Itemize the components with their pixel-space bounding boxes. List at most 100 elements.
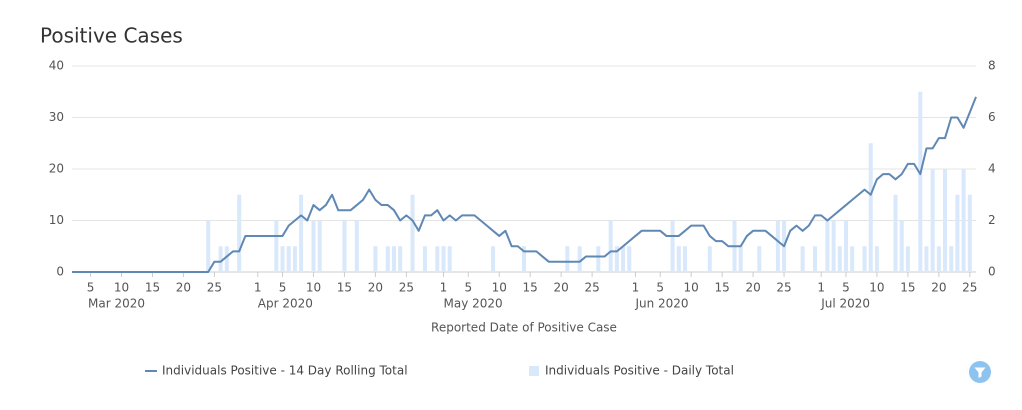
bar <box>522 246 526 272</box>
bar <box>707 246 712 272</box>
bar <box>738 246 743 272</box>
bar <box>317 220 322 272</box>
x-tick-label: 5 <box>656 281 664 295</box>
bar <box>565 246 570 272</box>
bar <box>391 246 396 272</box>
bar <box>930 169 935 272</box>
bar <box>385 246 390 272</box>
x-tick-label: 25 <box>399 281 414 295</box>
x-tick-label: 15 <box>523 281 538 295</box>
filter-icon[interactable] <box>974 367 986 379</box>
bar <box>800 246 805 272</box>
bar <box>342 220 347 272</box>
legend-symbol <box>529 366 539 376</box>
x-tick-label: 15 <box>714 281 729 295</box>
x-tick-label: 15 <box>337 281 352 295</box>
bar <box>280 246 285 272</box>
month-label: Mar 2020 <box>88 297 145 311</box>
bar <box>608 220 613 272</box>
x-tick-label: 5 <box>279 281 287 295</box>
filter-button[interactable] <box>969 361 991 383</box>
x-tick-label: 5 <box>87 281 95 295</box>
bar <box>955 194 960 272</box>
bar <box>614 246 619 272</box>
line <box>72 96 977 273</box>
bar <box>373 246 378 272</box>
legend-label: Individuals Positive - 14 Day Rolling To… <box>162 364 408 378</box>
x-tick-label: 20 <box>745 281 760 295</box>
x-tick-label: 25 <box>962 281 977 295</box>
bar <box>850 246 855 272</box>
x-tick-label: 5 <box>464 281 472 295</box>
bar <box>843 220 848 272</box>
bar <box>398 246 403 272</box>
y2-tick-label: 0 <box>988 265 996 279</box>
bar <box>924 246 929 272</box>
bar <box>670 220 675 272</box>
y2-tick-label: 2 <box>988 213 996 227</box>
y2-tick-label: 4 <box>988 162 996 176</box>
y2-tick-label: 6 <box>988 110 996 124</box>
bar <box>961 169 966 272</box>
bar <box>596 246 601 272</box>
bar <box>813 246 818 272</box>
bar <box>206 220 211 272</box>
chart-title: Positive Cases <box>40 24 183 48</box>
bar <box>775 220 780 272</box>
month-label: Jun 2020 <box>634 297 688 311</box>
bar <box>274 220 279 272</box>
x-tick-label: 10 <box>306 281 321 295</box>
bar <box>831 220 836 272</box>
bar <box>299 194 304 272</box>
x-tick-label: 20 <box>176 281 191 295</box>
y-tick-label: 20 <box>49 162 64 176</box>
bar <box>237 194 242 272</box>
x-tick-label: 20 <box>554 281 569 295</box>
x-tick-label: 15 <box>145 281 160 295</box>
bar <box>825 220 830 272</box>
bar <box>918 91 923 272</box>
bar <box>627 246 632 272</box>
legend-label: Individuals Positive - Daily Total <box>545 364 734 378</box>
bar <box>899 220 904 272</box>
y-tick-label: 0 <box>56 265 64 279</box>
bar <box>491 246 496 272</box>
bar <box>218 246 223 272</box>
month-label: May 2020 <box>444 297 503 311</box>
x-tick-label: 25 <box>584 281 599 295</box>
x-tick-label: 10 <box>869 281 884 295</box>
x-tick-label: 10 <box>492 281 507 295</box>
bar <box>422 246 427 272</box>
bar <box>905 246 910 272</box>
y-tick-label: 40 <box>49 59 64 73</box>
x-tick-label: 25 <box>776 281 791 295</box>
bar <box>967 194 972 272</box>
bar <box>837 246 842 272</box>
x-tick-label: 1 <box>254 281 262 295</box>
bar <box>435 246 440 272</box>
bar <box>292 246 297 272</box>
x-tick-label: 10 <box>684 281 699 295</box>
bar <box>441 246 446 272</box>
bar <box>286 246 291 272</box>
x-tick-label: 1 <box>632 281 640 295</box>
y2-tick-label: 8 <box>988 59 996 73</box>
bar <box>757 246 762 272</box>
bar <box>936 246 941 272</box>
month-label: Apr 2020 <box>258 297 313 311</box>
bar <box>354 220 359 272</box>
bar <box>943 169 948 272</box>
bar <box>621 246 626 272</box>
x-tick-label: 10 <box>114 281 129 295</box>
x-tick-label: 25 <box>207 281 222 295</box>
bar <box>577 246 582 272</box>
x-tick-label: 1 <box>817 281 825 295</box>
y-tick-label: 10 <box>49 213 64 227</box>
bar <box>893 194 898 272</box>
y-tick-label: 30 <box>49 110 64 124</box>
bar <box>410 194 415 272</box>
x-tick-label: 20 <box>931 281 946 295</box>
x-tick-label: 5 <box>842 281 850 295</box>
x-tick-label: 15 <box>900 281 915 295</box>
